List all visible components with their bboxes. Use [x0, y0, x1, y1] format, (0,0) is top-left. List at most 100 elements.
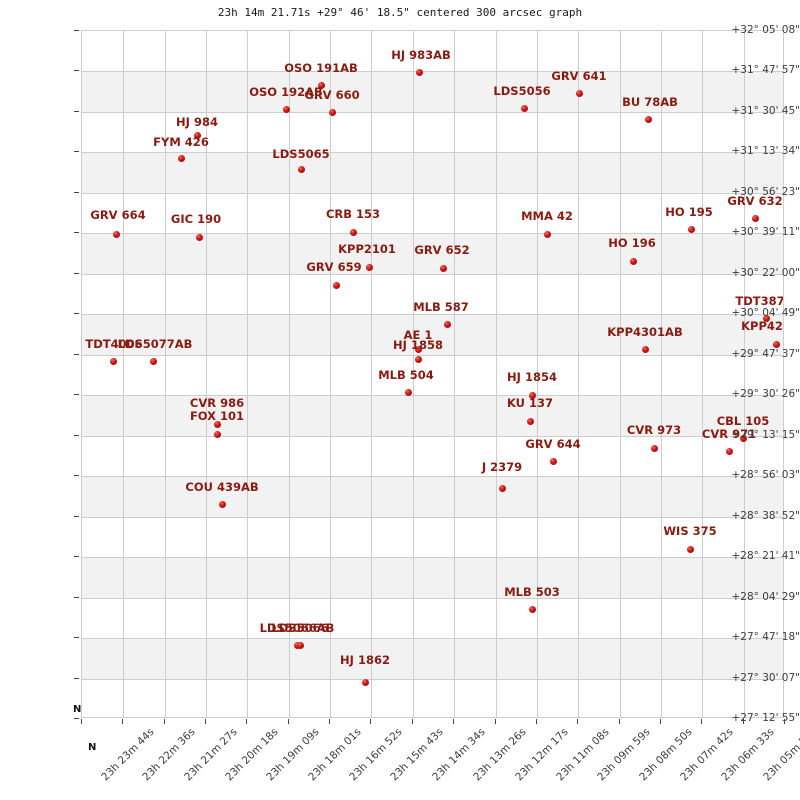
y-axis-tick-label: +30° 56' 23": [731, 185, 800, 198]
gridline-vertical: [371, 31, 372, 717]
data-point[interactable]: [543, 230, 551, 238]
data-point[interactable]: [739, 434, 747, 442]
data-point-label: GRV 660: [304, 88, 360, 102]
data-point[interactable]: [575, 89, 583, 97]
data-point[interactable]: [349, 228, 357, 236]
data-point[interactable]: [687, 225, 695, 233]
data-point-label: CBL 105: [716, 414, 770, 428]
data-point[interactable]: [213, 430, 221, 438]
y-axis-tick-mark: [74, 677, 79, 679]
data-point[interactable]: [520, 104, 528, 112]
data-point-label: CVR 986: [189, 396, 245, 410]
y-axis-tick-label: +29° 47' 37": [731, 347, 800, 360]
plot-area[interactable]: OSO 191AB OSO 192AB GRV 660 HJ 983AB LDS5056…: [81, 30, 784, 718]
gridline-horizontal: [82, 517, 783, 518]
gridline-vertical: [537, 31, 538, 717]
gridline-horizontal: [82, 638, 783, 639]
data-point[interactable]: [526, 417, 534, 425]
data-point[interactable]: [762, 314, 770, 322]
data-point[interactable]: [317, 81, 325, 89]
data-point[interactable]: [218, 500, 226, 508]
y-axis-tick-label: +30° 04' 49": [731, 307, 800, 320]
row-band: [82, 314, 783, 355]
data-point[interactable]: [443, 320, 451, 328]
data-point[interactable]: [650, 444, 658, 452]
data-point[interactable]: [361, 678, 369, 686]
y-axis-tick-mark: [74, 637, 79, 639]
data-point[interactable]: [282, 105, 290, 113]
y-axis-tick-mark: [74, 151, 79, 153]
data-point[interactable]: [498, 484, 506, 492]
data-point-label: OSO 192AB: [249, 85, 323, 99]
data-point[interactable]: [195, 233, 203, 241]
x-axis-tick-mark: [205, 719, 207, 724]
gridline-horizontal: [82, 233, 783, 234]
y-axis-tick-mark: [74, 556, 79, 558]
gridline-vertical: [620, 31, 621, 717]
data-point[interactable]: [297, 165, 305, 173]
y-axis-tick-mark: [74, 232, 79, 234]
data-point[interactable]: [332, 281, 340, 289]
data-point[interactable]: [149, 357, 157, 365]
data-point[interactable]: [549, 457, 557, 465]
gridline-horizontal: [82, 314, 783, 315]
y-axis-tick-mark: [74, 313, 79, 315]
data-point-label: KPP4297: [741, 319, 783, 333]
data-point[interactable]: [528, 391, 536, 399]
data-point[interactable]: [751, 214, 759, 222]
gridline-horizontal: [82, 152, 783, 153]
data-point-label: GIC 190: [170, 212, 222, 226]
row-band: [82, 395, 783, 436]
data-point[interactable]: [415, 68, 423, 76]
data-point[interactable]: [193, 131, 201, 139]
y-axis-tick-label: +31° 13' 34": [731, 145, 800, 158]
gridline-vertical: [454, 31, 455, 717]
x-axis-tick-mark: [784, 719, 785, 724]
data-point[interactable]: [213, 420, 221, 428]
data-point-label: GRV 644: [525, 437, 581, 451]
data-point-label: MLB 504: [378, 368, 434, 382]
data-point-label: CVR 971: [701, 427, 757, 441]
data-point[interactable]: [725, 447, 733, 455]
data-point[interactable]: [439, 264, 447, 272]
gridline-horizontal: [82, 193, 783, 194]
data-point[interactable]: [644, 115, 652, 123]
gridline-horizontal: [82, 395, 783, 396]
y-axis-tick-mark: [74, 718, 79, 719]
data-point-label: MMA 42: [521, 209, 573, 223]
data-point[interactable]: [629, 257, 637, 265]
gridline-horizontal: [82, 557, 783, 558]
row-band: [82, 152, 783, 193]
data-point[interactable]: [404, 388, 412, 396]
gridline-vertical: [661, 31, 662, 717]
data-point[interactable]: [414, 345, 422, 353]
x-axis-tick-mark: [246, 719, 248, 724]
x-axis-tick-mark: [701, 719, 703, 724]
data-point-label: GRV 632: [727, 194, 783, 208]
data-point[interactable]: [365, 263, 373, 271]
x-axis-tick-mark: [370, 719, 372, 724]
x-axis-tick-mark: [163, 719, 165, 724]
y-axis-tick-mark: [74, 272, 79, 274]
y-axis-tick-mark: [74, 596, 79, 598]
y-axis-tick-label: +30° 22' 00": [731, 266, 800, 279]
data-point[interactable]: [414, 355, 422, 363]
data-point[interactable]: [296, 641, 304, 649]
data-point[interactable]: [112, 230, 120, 238]
data-point-label: LDS5056: [493, 84, 551, 98]
data-point[interactable]: [686, 545, 694, 553]
data-point[interactable]: [772, 340, 780, 348]
data-point[interactable]: [528, 605, 536, 613]
data-point-label: COU 439AB: [185, 480, 259, 494]
data-point[interactable]: [177, 154, 185, 162]
y-axis-tick-mark: [74, 394, 79, 396]
x-axis-tick-mark: [659, 719, 661, 724]
data-point-label: OSO 191AB: [284, 61, 358, 75]
data-point[interactable]: [109, 357, 117, 365]
data-point-label: TDT3874: [735, 294, 784, 308]
gridline-vertical: [123, 31, 124, 717]
data-point[interactable]: [328, 108, 336, 116]
data-point[interactable]: [641, 345, 649, 353]
data-point-label: LDS5066AB: [259, 621, 335, 635]
